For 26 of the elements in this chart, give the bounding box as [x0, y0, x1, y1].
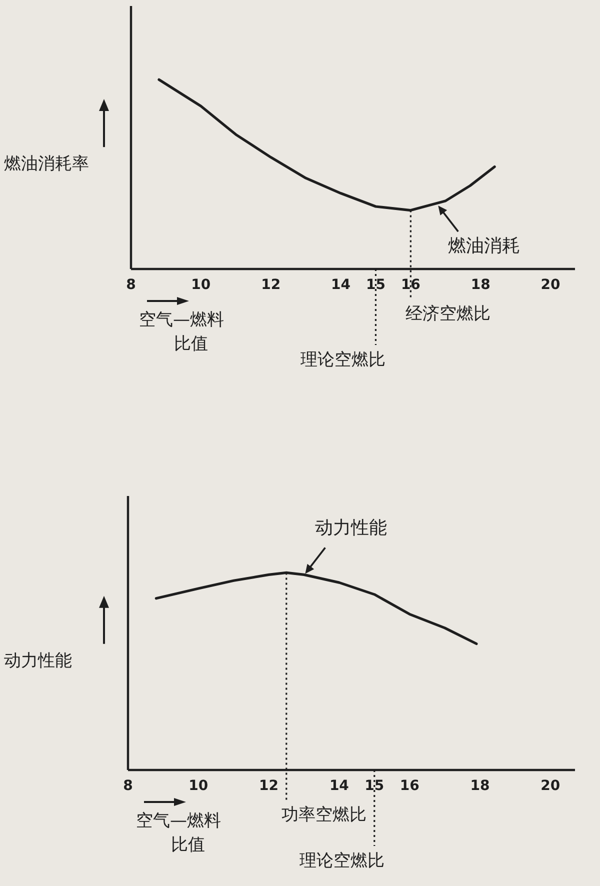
x-tick-label: 10	[188, 778, 208, 794]
x-tick-label: 20	[540, 277, 561, 293]
x-axis-title: 空气—燃料比值	[136, 811, 221, 855]
x-tick-label: 16	[400, 277, 420, 293]
x-tick-label: 8	[123, 778, 133, 794]
x-tick-label: 10	[191, 277, 211, 293]
ref-line-label: 理论空燃比	[299, 851, 384, 871]
x-tick-label: 18	[470, 778, 490, 794]
x-tick-label: 20	[540, 778, 560, 794]
x-axis-title: 空气—燃料比值	[139, 310, 224, 354]
y-axis-title: 动力性能	[4, 650, 72, 671]
ref-line-label: 经济空燃比	[406, 304, 491, 324]
x-tick-label: 12	[261, 277, 281, 293]
x-tick-label: 14	[331, 277, 351, 293]
x-tick-label: 8	[126, 277, 136, 293]
x-tick-label: 14	[329, 778, 350, 794]
x-tick-label: 16	[400, 778, 420, 794]
x-tick-label: 15	[366, 277, 386, 293]
legend-label: 燃油消耗	[448, 236, 520, 257]
ref-line-label: 理论空燃比	[300, 350, 386, 370]
x-tick-label: 15	[364, 778, 384, 794]
ref-line-label: 功率空燃比	[281, 805, 366, 825]
y-axis-title: 燃油消耗率	[4, 154, 89, 174]
x-tick-label: 12	[259, 778, 279, 794]
x-tick-label: 18	[470, 277, 490, 293]
text: 动力性能	[315, 518, 388, 539]
